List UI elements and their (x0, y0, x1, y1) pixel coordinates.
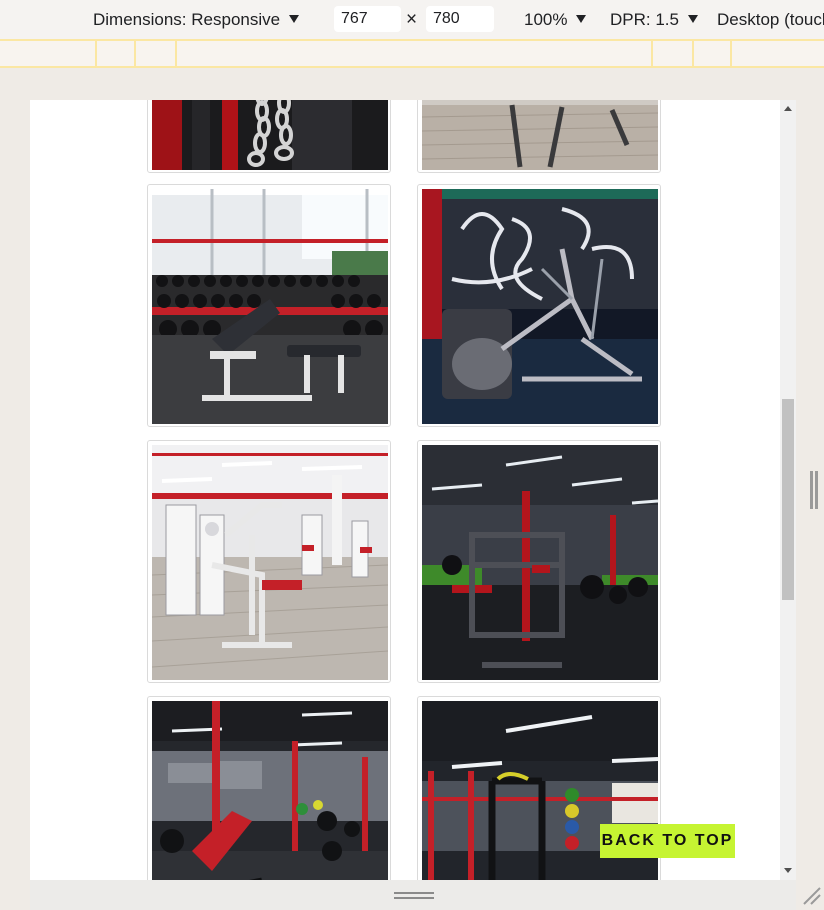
gym-photo-image (152, 701, 388, 880)
gallery-photo[interactable] (147, 440, 391, 683)
ruler-tick (692, 41, 694, 66)
ruler-tick (175, 41, 177, 66)
dimensions-caret-icon (289, 14, 300, 23)
gym-photo-image (152, 445, 388, 680)
corner-resize-icon[interactable] (798, 882, 824, 910)
page-viewport (30, 100, 796, 880)
bottom-resize-bar[interactable] (30, 880, 796, 910)
scrollbar-thumb[interactable] (782, 399, 794, 600)
ruler-tick (651, 41, 653, 66)
gallery-photo[interactable] (147, 100, 391, 173)
device-mode-dropdown[interactable]: Desktop (touch) (717, 0, 824, 40)
gallery-photo[interactable] (417, 184, 661, 427)
right-resize-handle[interactable] (810, 471, 813, 509)
scroll-down-arrow-icon[interactable] (784, 868, 792, 873)
dpr-dropdown[interactable]: DPR: 1.5 (610, 0, 698, 40)
width-input[interactable] (334, 6, 401, 32)
ruler-tick (95, 41, 97, 66)
zoom-label: 100% (524, 10, 568, 29)
bottom-resize-handle[interactable] (394, 892, 434, 894)
dpr-label: DPR: 1.5 (610, 10, 679, 29)
device-mode-label: Desktop (touch) (717, 10, 824, 29)
ruler-tick (730, 41, 732, 66)
zoom-caret-icon (576, 14, 587, 23)
viewport-scrollbar[interactable] (780, 100, 796, 880)
right-resize-handle[interactable] (815, 471, 818, 509)
dimensions-dropdown[interactable]: Dimensions: Responsive (93, 0, 300, 40)
gym-photo-image (422, 189, 658, 424)
times-symbol: × (406, 9, 418, 30)
gym-photo-image (152, 100, 388, 170)
dpr-caret-icon (687, 14, 698, 23)
gym-photo-image (422, 445, 658, 680)
media-query-ruler[interactable] (0, 39, 824, 68)
bottom-resize-handle[interactable] (394, 897, 434, 899)
gallery-photo[interactable] (417, 100, 661, 173)
dimensions-label: Dimensions: Responsive (93, 10, 281, 29)
scroll-up-arrow-icon[interactable] (784, 106, 792, 111)
height-input[interactable] (426, 6, 494, 32)
gym-photo-image (152, 189, 388, 424)
back-to-top-button[interactable]: BACK TO TOP (600, 824, 735, 858)
gym-photo-image (422, 100, 658, 170)
gallery-photo[interactable] (147, 184, 391, 427)
zoom-dropdown[interactable]: 100% (524, 0, 587, 40)
ruler-tick (134, 41, 136, 66)
gym-photo-image (422, 701, 658, 880)
gallery-photo[interactable] (147, 696, 391, 880)
devtools-toolbar: Dimensions: Responsive × 100% DPR: 1.5 D… (0, 0, 824, 40)
gallery-photo[interactable] (417, 440, 661, 683)
